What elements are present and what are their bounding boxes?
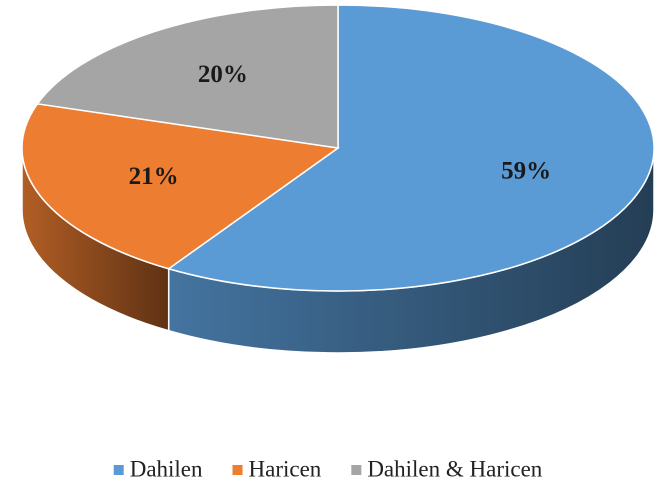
pie-slice (36, 4, 339, 149)
pie-slice (166, 4, 655, 292)
legend-label: Haricen (249, 456, 322, 481)
legend-swatch (113, 465, 124, 475)
legend-label: Dahilen & Haricen (367, 456, 542, 481)
legend-label: Dahilen (130, 456, 203, 481)
data-label: 20% (198, 61, 248, 88)
data-label: 21% (129, 163, 179, 190)
pie-slice (21, 103, 340, 270)
data-label: 59% (501, 157, 551, 184)
legend-swatch (351, 465, 362, 475)
legend-swatch (232, 465, 243, 475)
